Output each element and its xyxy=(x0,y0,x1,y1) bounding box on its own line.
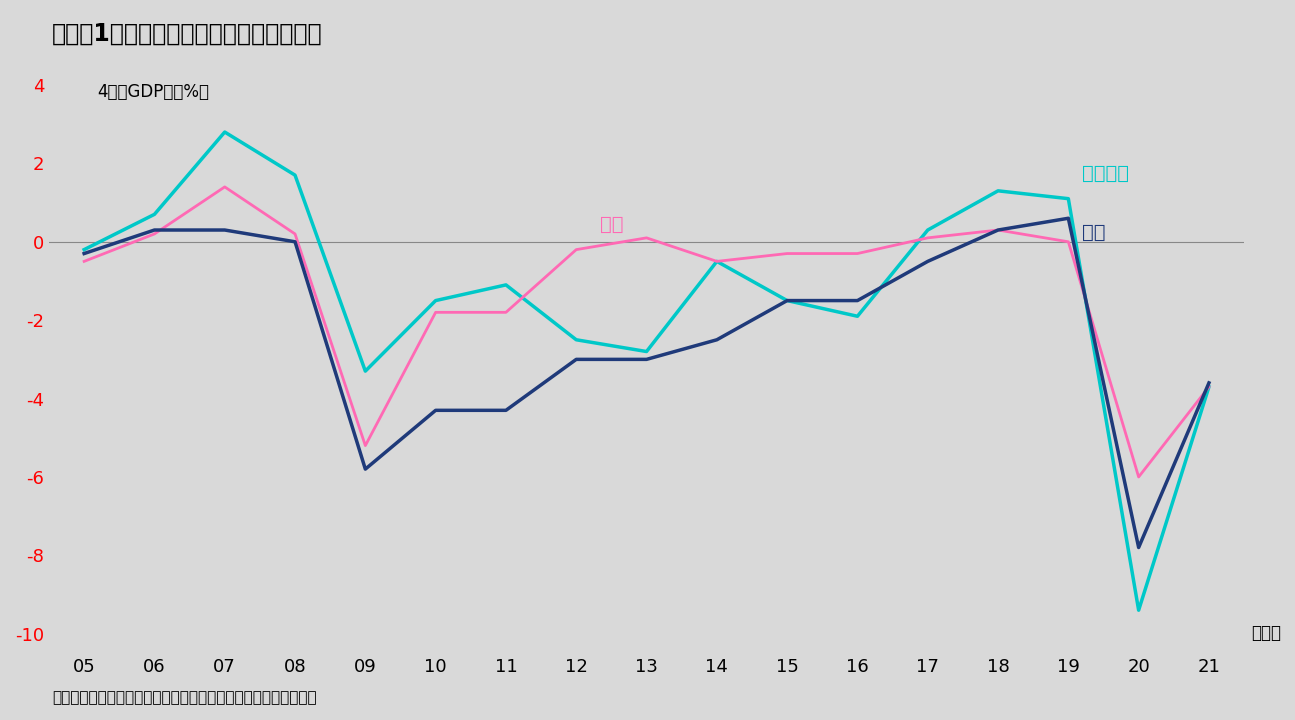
Text: 日本: 日本 xyxy=(600,215,623,234)
Text: （図表1）　日米ユーロ圏の需給ギャップ: （図表1） 日米ユーロ圏の需給ギャップ xyxy=(52,22,322,45)
Text: ユーロ圏: ユーロ圏 xyxy=(1083,164,1129,183)
Text: 米国: 米国 xyxy=(1083,223,1106,242)
Text: 4　（GDP比、%）: 4 （GDP比、%） xyxy=(97,83,208,101)
Text: （出所）米国議会予算局、欧州委員会、日本内閣府、インベスコ: （出所）米国議会予算局、欧州委員会、日本内閣府、インベスコ xyxy=(52,690,316,706)
Text: （年）: （年） xyxy=(1251,624,1281,642)
